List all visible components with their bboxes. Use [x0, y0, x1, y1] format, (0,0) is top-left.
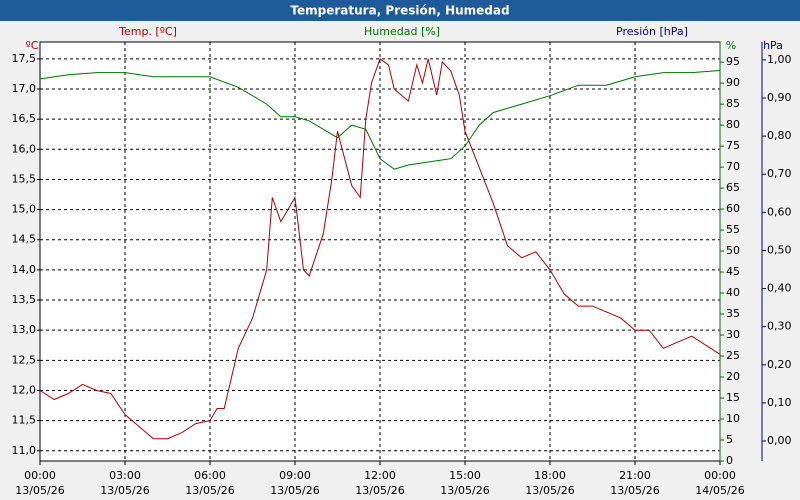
y2-tick-label: 60: [726, 202, 740, 215]
x-tick-label: 06:00: [194, 469, 226, 482]
y-tick-label: 12,0: [12, 383, 37, 396]
series-line: [39, 70, 721, 170]
y2-tick-label: 20: [726, 370, 740, 383]
y-tick-label: 16,0: [12, 142, 37, 155]
chart-title: Temperatura, Presión, Humedad: [290, 4, 509, 18]
y2-tick-label: 45: [726, 265, 740, 278]
y2-tick-label: 25: [726, 349, 740, 362]
x-tick-label: 15:00: [449, 469, 481, 482]
x-tick-date: 13/05/26: [440, 484, 489, 497]
y2-tick-label: 40: [726, 286, 740, 299]
y-tick-label: 17,0: [12, 82, 37, 95]
y-tick-label: 14,5: [12, 233, 37, 246]
y3-tick-label: 0,70: [767, 167, 792, 180]
y-tick-label: 13,5: [12, 293, 37, 306]
x-tick-label: 09:00: [279, 469, 311, 482]
y2-tick-label: 55: [726, 223, 740, 236]
y2-tick-label: 85: [726, 97, 740, 110]
y3-tick-label: 0,10: [767, 396, 792, 409]
y3-tick-label: 0,00: [767, 434, 792, 447]
x-tick-label: 21:00: [619, 469, 651, 482]
x-tick-date: 14/05/26: [695, 484, 744, 497]
y-tick-label: 13,0: [12, 323, 37, 336]
y2-tick-label: 90: [726, 76, 740, 89]
x-tick-label: 12:00: [364, 469, 396, 482]
y3-tick-label: 0,50: [767, 243, 792, 256]
axis-unit: %: [726, 39, 736, 52]
x-tick-label: 18:00: [534, 469, 566, 482]
x-tick-label: 00:00: [24, 469, 56, 482]
y2-tick-label: 35: [726, 307, 740, 320]
legend-entry: Temp. [ºC]: [118, 25, 177, 38]
y-tick-label: 15,5: [12, 172, 37, 185]
y-tick-label: 11,5: [12, 414, 37, 427]
y-tick-label: 12,5: [12, 353, 37, 366]
y2-tick-label: 95: [726, 55, 740, 68]
y2-tick-label: 65: [726, 181, 740, 194]
y3-tick-label: 0,40: [767, 282, 792, 295]
y2-tick-label: 10: [726, 412, 740, 425]
x-tick-date: 13/05/26: [610, 484, 659, 497]
y2-tick-label: 70: [726, 160, 740, 173]
y-tick-label: 17,5: [12, 52, 37, 65]
y-tick-label: 15,0: [12, 203, 37, 216]
y-tick-label: 11,0: [12, 444, 37, 457]
x-tick-date: 13/05/26: [355, 484, 404, 497]
y2-tick-label: 50: [726, 244, 740, 257]
y2-tick-label: 0: [726, 454, 733, 467]
x-tick-label: 03:00: [109, 469, 141, 482]
axis-unit: hPa: [763, 39, 783, 52]
x-tick-date: 13/05/26: [525, 484, 574, 497]
y2-tick-label: 30: [726, 328, 740, 341]
y-tick-label: 16,5: [12, 112, 37, 125]
x-tick-date: 13/05/26: [15, 484, 64, 497]
y-tick-label: 14,0: [12, 263, 37, 276]
y3-tick-label: 0,80: [767, 129, 792, 142]
y3-tick-label: 0,20: [767, 358, 792, 371]
x-tick-date: 13/05/26: [185, 484, 234, 497]
x-tick-date: 13/05/26: [270, 484, 319, 497]
y2-tick-label: 15: [726, 391, 740, 404]
series-line: [39, 58, 721, 440]
legend-entry: Presión [hPa]: [616, 25, 688, 38]
legend-entry: Humedad [%]: [364, 25, 440, 38]
y3-tick-label: 1,00: [767, 53, 792, 66]
y2-tick-label: 5: [726, 433, 733, 446]
x-tick-label: 00:00: [704, 469, 736, 482]
axis-unit: ºC: [26, 39, 39, 52]
y2-tick-label: 75: [726, 139, 740, 152]
y2-tick-label: 80: [726, 118, 740, 131]
title-bar: [0, 0, 800, 21]
y3-tick-label: 0,30: [767, 320, 792, 333]
y3-tick-label: 0,90: [767, 91, 792, 104]
y3-tick-label: 0,60: [767, 205, 792, 218]
x-tick-date: 13/05/26: [100, 484, 149, 497]
